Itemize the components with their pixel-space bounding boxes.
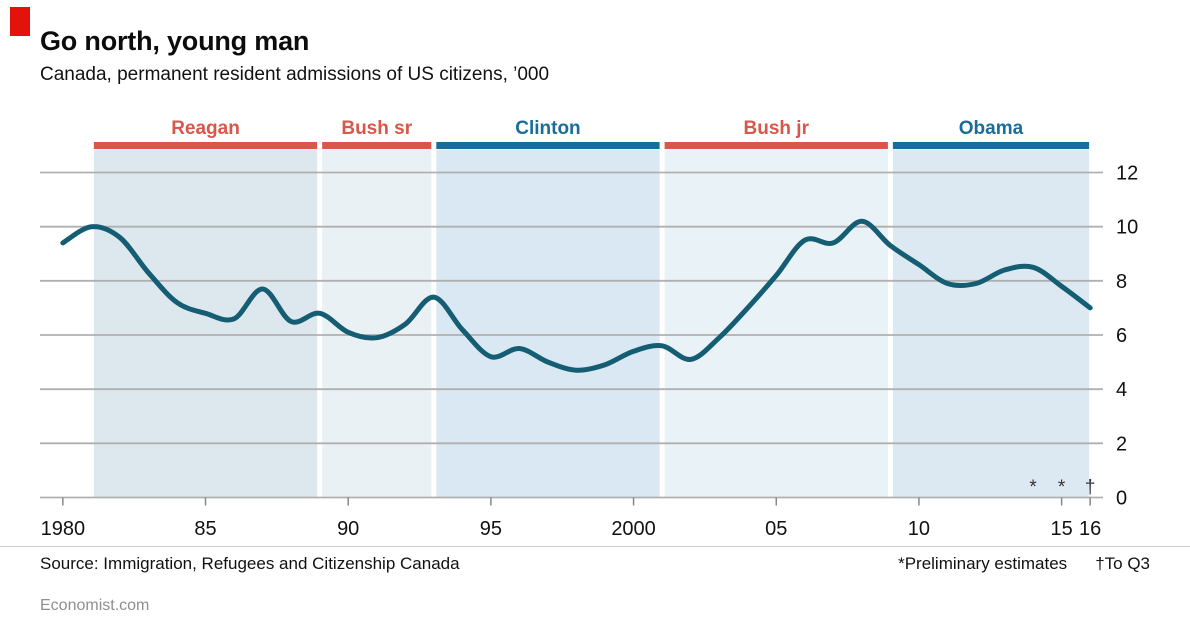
chart-title: Go north, young man (40, 26, 310, 56)
era-bar-obama (892, 142, 1090, 149)
footnotes: *Preliminary estimates †To Q3 (898, 554, 1150, 574)
era-band-reagan (93, 149, 318, 498)
source-note: Source: Immigration, Refugees and Citize… (40, 554, 460, 573)
x-tick-label-1985: 85 (194, 518, 216, 540)
footnote-preliminary: *Preliminary estimates (898, 554, 1068, 573)
x-tick-label-2015: 15 (1050, 518, 1072, 540)
x-tick-label-1980: 1980 (41, 518, 86, 540)
era-band-clinton (436, 149, 660, 498)
president-label-bush-sr: Bush sr (341, 118, 412, 139)
era-band-bush-jr (664, 149, 888, 498)
marker-dagger-2016: † (1085, 477, 1096, 498)
president-label-clinton: Clinton (515, 118, 580, 139)
y-tick-label-2: 2 (1116, 433, 1127, 455)
y-tick-label-6: 6 (1116, 325, 1127, 347)
x-tick-label-2005: 05 (765, 518, 787, 540)
x-tick-label-2010: 10 (908, 518, 930, 540)
y-tick-label-8: 8 (1116, 271, 1127, 293)
y-tick-label-10: 10 (1116, 217, 1138, 239)
economist-url: Economist.com (40, 597, 150, 614)
x-tick-label-2000: 2000 (611, 518, 656, 540)
economist-red-block (10, 7, 30, 36)
marker-asterisk-2015: * (1058, 477, 1066, 498)
chart-subtitle: Canada, permanent resident admissions of… (40, 64, 550, 85)
footer-divider (0, 546, 1190, 547)
era-bar-bush-jr (664, 142, 888, 149)
data-line-us-admissions (60, 218, 1093, 373)
y-tick-label-12: 12 (1116, 163, 1138, 185)
president-label-reagan: Reagan (171, 118, 240, 139)
era-bar-bush-sr (322, 142, 432, 149)
president-label-bush-jr: Bush jr (744, 118, 810, 139)
line-chart: 0 2 4 6 8 10 12 1980 85 90 95 2000 05 10 15 16 Reagan Bus… (40, 118, 1138, 540)
era-bar-clinton (436, 142, 660, 149)
marker-asterisk-2014: * (1029, 477, 1037, 498)
x-tick-label-2016: 16 (1079, 518, 1101, 540)
era-bar-reagan (93, 142, 318, 149)
x-tick-label-1990: 90 (337, 518, 359, 540)
y-tick-label-4: 4 (1116, 379, 1127, 401)
footnote-to-q3: †To Q3 (1095, 554, 1150, 573)
era-band-bush-sr (322, 149, 432, 498)
era-band-obama (892, 149, 1090, 498)
president-label-obama: Obama (959, 118, 1024, 139)
x-tick-label-1995: 95 (480, 518, 502, 540)
y-tick-label-0: 0 (1116, 488, 1127, 510)
